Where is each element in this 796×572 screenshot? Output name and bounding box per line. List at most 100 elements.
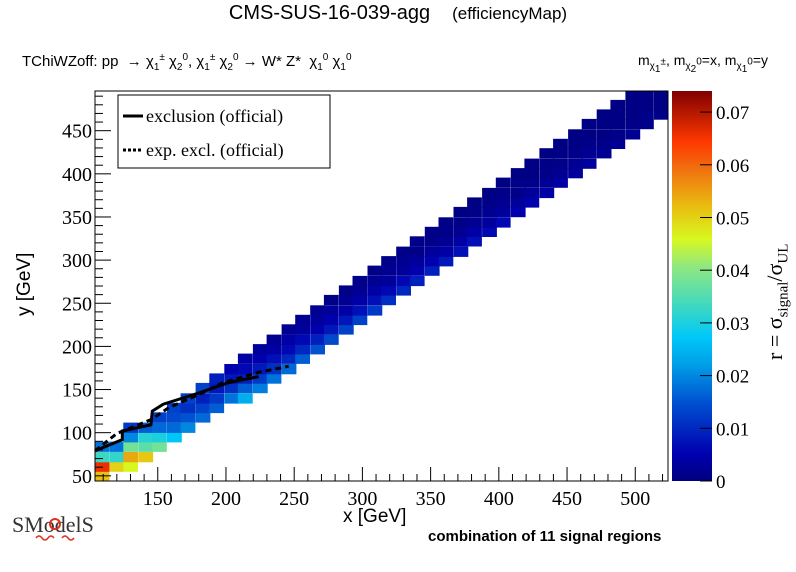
exclusion-curves xyxy=(94,364,289,453)
heatmap-cell xyxy=(596,138,612,149)
heatmap-cell xyxy=(266,364,282,375)
heatmap-cell xyxy=(295,353,310,364)
heatmap-cell xyxy=(224,393,240,404)
z-axis-ticks: 0 0.01 0.02 0.03 0.04 0.05 0.06 0.07 xyxy=(700,103,750,493)
heatmap-cell xyxy=(266,353,282,364)
heatmap-cell xyxy=(109,461,125,472)
heatmap-cell xyxy=(495,187,511,199)
heatmap-cell xyxy=(467,197,482,208)
process-arrow: → xyxy=(126,53,142,70)
process-label: TChiWZoff: pp → χ1± χ20, χ1± χ20 → W* Z*… xyxy=(22,52,352,73)
heatmap-cell xyxy=(180,422,196,433)
heatmap-cell xyxy=(568,158,583,169)
heatmap-cell xyxy=(625,118,641,130)
heatmap-cell xyxy=(482,197,497,208)
heatmap-cell xyxy=(639,109,654,120)
heatmap-cell xyxy=(281,344,297,355)
heatmap-cell xyxy=(209,402,225,414)
heatmap-cell xyxy=(310,344,325,355)
heatmap-cell xyxy=(295,334,310,345)
z-axis-label: r = σsignal/σUL xyxy=(762,243,792,360)
heatmap-cell xyxy=(467,217,482,228)
title-main: CMS-SUS-16-039-agg xyxy=(228,2,431,24)
heatmap-cell xyxy=(323,294,339,306)
heatmap-cell xyxy=(581,148,597,159)
heatmap-cell xyxy=(338,324,354,335)
z-tick-label: 0.05 xyxy=(716,208,749,229)
heatmap-cell xyxy=(424,226,440,237)
heatmap-cell xyxy=(295,344,310,355)
heatmap-cell xyxy=(639,91,654,101)
heatmap-cell xyxy=(367,275,383,287)
legend-box: exclusion (official) exp. excl. (officia… xyxy=(117,94,331,169)
y-tick-label: 400 xyxy=(62,164,92,186)
heatmap-cell xyxy=(553,177,568,188)
heatmap-cell xyxy=(381,294,396,306)
heatmap-cell xyxy=(167,402,182,414)
x-tick-label: 450 xyxy=(552,488,582,510)
particle-neutralino-2b: χ20 xyxy=(219,52,239,73)
x-tick-label: 300 xyxy=(347,488,377,510)
heatmap-cells xyxy=(95,91,669,482)
y-axis-label: y [GeV] xyxy=(14,252,35,316)
process-decay: → W* Z* xyxy=(242,53,302,70)
x-tick-label: 250 xyxy=(279,488,309,510)
heatmap-cell xyxy=(237,393,253,404)
legend-label-exclusion: exclusion (official) xyxy=(146,106,283,127)
heatmap-cell xyxy=(596,148,612,159)
heatmap-cell xyxy=(252,344,268,355)
heatmap-cell xyxy=(510,197,526,208)
heatmap-cell xyxy=(596,118,612,130)
heatmap-cell xyxy=(352,285,368,296)
heatmap-cell xyxy=(367,294,383,306)
heatmap-cell xyxy=(367,285,383,296)
heatmap-cell xyxy=(195,393,211,404)
heatmap-cell xyxy=(482,206,497,218)
heatmap-cell xyxy=(639,118,654,130)
heatmap-cell xyxy=(596,109,612,120)
heatmap-cell xyxy=(310,305,325,316)
heatmap-cell xyxy=(167,432,182,443)
heatmap-cell xyxy=(323,314,339,326)
heatmap-cell xyxy=(424,256,440,267)
heatmap-cell xyxy=(338,314,354,326)
heatmap-cell xyxy=(495,177,511,188)
heatmap-cell xyxy=(195,402,211,414)
heatmap-cell xyxy=(524,197,540,208)
heatmap-cell xyxy=(453,246,469,257)
mass-definition: mχ1±, mχ20=x, mχ10=y xyxy=(637,52,768,75)
heatmap-cell xyxy=(396,285,411,296)
heatmap-cell xyxy=(295,314,310,326)
heatmap-cell xyxy=(352,305,368,316)
x-tick-label: 400 xyxy=(484,488,514,510)
heatmap-cell xyxy=(180,393,196,404)
heatmap-cell xyxy=(568,138,583,149)
heatmap-cell xyxy=(310,324,325,335)
heatmap-cell xyxy=(596,129,612,140)
heatmap-cell xyxy=(352,275,368,287)
heatmap-cell xyxy=(610,99,626,111)
heatmap-cell xyxy=(209,393,225,404)
heatmap-cell xyxy=(224,373,240,384)
heatmap-cell xyxy=(510,206,526,218)
heatmap-cell xyxy=(424,236,440,247)
heatmap-cell xyxy=(195,382,211,394)
heatmap-cell xyxy=(180,402,196,414)
chart-title: CMS-SUS-16-039-agg (efficiencyMap) xyxy=(0,2,796,25)
heatmap-cell xyxy=(266,373,282,384)
heatmap-cell xyxy=(409,265,425,276)
heatmap-cell xyxy=(453,206,469,218)
heatmap-cell xyxy=(539,148,555,159)
y-tick-label: 100 xyxy=(62,423,92,445)
heatmap-cell xyxy=(295,324,310,335)
y-tick-label: 350 xyxy=(62,207,92,229)
heatmap-cell xyxy=(625,99,641,111)
heatmap-cell xyxy=(453,217,469,228)
heatmap-cell xyxy=(252,353,268,364)
heatmap-cell xyxy=(625,91,641,101)
footer-note: combination of 11 signal regions xyxy=(428,528,662,545)
heatmap-cell xyxy=(409,246,425,257)
heatmap-cell xyxy=(438,256,454,267)
heatmap-cell xyxy=(610,129,626,140)
heatmap-cell xyxy=(482,187,497,199)
